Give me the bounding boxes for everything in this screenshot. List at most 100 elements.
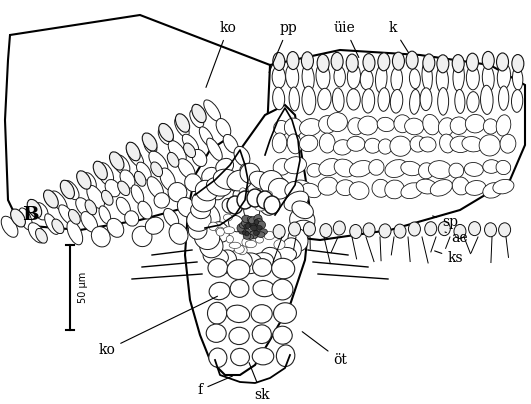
Ellipse shape [98,163,114,185]
Ellipse shape [316,63,330,90]
Ellipse shape [131,185,144,204]
Ellipse shape [229,327,249,345]
Ellipse shape [257,232,265,238]
Text: f: f [198,376,233,397]
Ellipse shape [138,201,152,219]
Ellipse shape [202,167,220,185]
Ellipse shape [208,259,228,277]
Ellipse shape [422,61,432,91]
Ellipse shape [276,345,295,366]
Ellipse shape [249,252,273,271]
Ellipse shape [378,53,390,71]
Ellipse shape [264,231,275,240]
Ellipse shape [81,212,98,232]
Ellipse shape [483,119,498,134]
Ellipse shape [247,217,253,222]
Ellipse shape [468,222,481,236]
Ellipse shape [336,180,355,196]
Ellipse shape [169,223,188,244]
Ellipse shape [347,136,365,151]
Ellipse shape [390,89,403,113]
Ellipse shape [320,223,332,238]
Ellipse shape [287,52,299,69]
Ellipse shape [349,160,372,177]
Ellipse shape [455,89,465,114]
Ellipse shape [250,171,272,189]
Ellipse shape [429,161,452,179]
Ellipse shape [243,232,251,239]
Ellipse shape [438,118,455,136]
Ellipse shape [192,149,207,166]
Ellipse shape [385,180,405,199]
Ellipse shape [227,196,243,214]
Ellipse shape [405,118,424,135]
Ellipse shape [127,145,144,167]
Ellipse shape [496,160,511,175]
Ellipse shape [240,163,260,183]
Ellipse shape [239,202,249,208]
Ellipse shape [289,208,315,232]
Ellipse shape [272,258,295,279]
Ellipse shape [168,141,186,162]
Ellipse shape [147,177,164,198]
Ellipse shape [440,134,455,153]
Ellipse shape [154,193,169,208]
Ellipse shape [164,208,178,227]
Ellipse shape [33,203,48,220]
Ellipse shape [454,225,466,238]
Ellipse shape [223,135,238,153]
Ellipse shape [363,223,375,237]
Ellipse shape [144,137,157,154]
Ellipse shape [270,177,288,196]
Ellipse shape [251,230,259,236]
Ellipse shape [182,134,199,153]
Ellipse shape [209,348,227,367]
Ellipse shape [224,214,233,221]
Ellipse shape [167,152,179,167]
Ellipse shape [436,66,448,93]
Ellipse shape [67,221,83,245]
Ellipse shape [302,86,316,115]
Ellipse shape [145,217,164,234]
Ellipse shape [76,171,91,189]
Ellipse shape [223,227,235,234]
Ellipse shape [465,114,485,133]
Polygon shape [185,105,310,375]
Ellipse shape [107,219,124,237]
Ellipse shape [64,181,79,200]
Ellipse shape [237,224,244,232]
Ellipse shape [319,116,336,133]
Ellipse shape [19,208,32,230]
Ellipse shape [200,235,223,258]
Ellipse shape [418,163,434,179]
Ellipse shape [213,169,241,189]
Ellipse shape [419,137,436,152]
Ellipse shape [334,67,345,87]
Ellipse shape [254,225,262,231]
Ellipse shape [289,220,313,240]
Ellipse shape [178,159,195,179]
Ellipse shape [249,217,259,225]
Ellipse shape [512,55,524,73]
Ellipse shape [239,188,246,197]
Ellipse shape [184,143,195,158]
Ellipse shape [288,222,301,236]
Ellipse shape [242,219,249,227]
Ellipse shape [273,158,291,175]
Ellipse shape [496,53,509,71]
Ellipse shape [226,174,242,192]
Ellipse shape [168,183,187,202]
Ellipse shape [511,90,523,112]
Ellipse shape [136,162,151,180]
Ellipse shape [244,224,249,229]
Ellipse shape [105,179,121,197]
Ellipse shape [91,227,110,247]
Ellipse shape [270,247,296,264]
Ellipse shape [230,280,249,297]
Ellipse shape [211,222,229,242]
Ellipse shape [285,181,304,198]
Ellipse shape [216,250,237,273]
Ellipse shape [203,248,228,265]
Ellipse shape [299,118,321,136]
Ellipse shape [234,245,244,253]
